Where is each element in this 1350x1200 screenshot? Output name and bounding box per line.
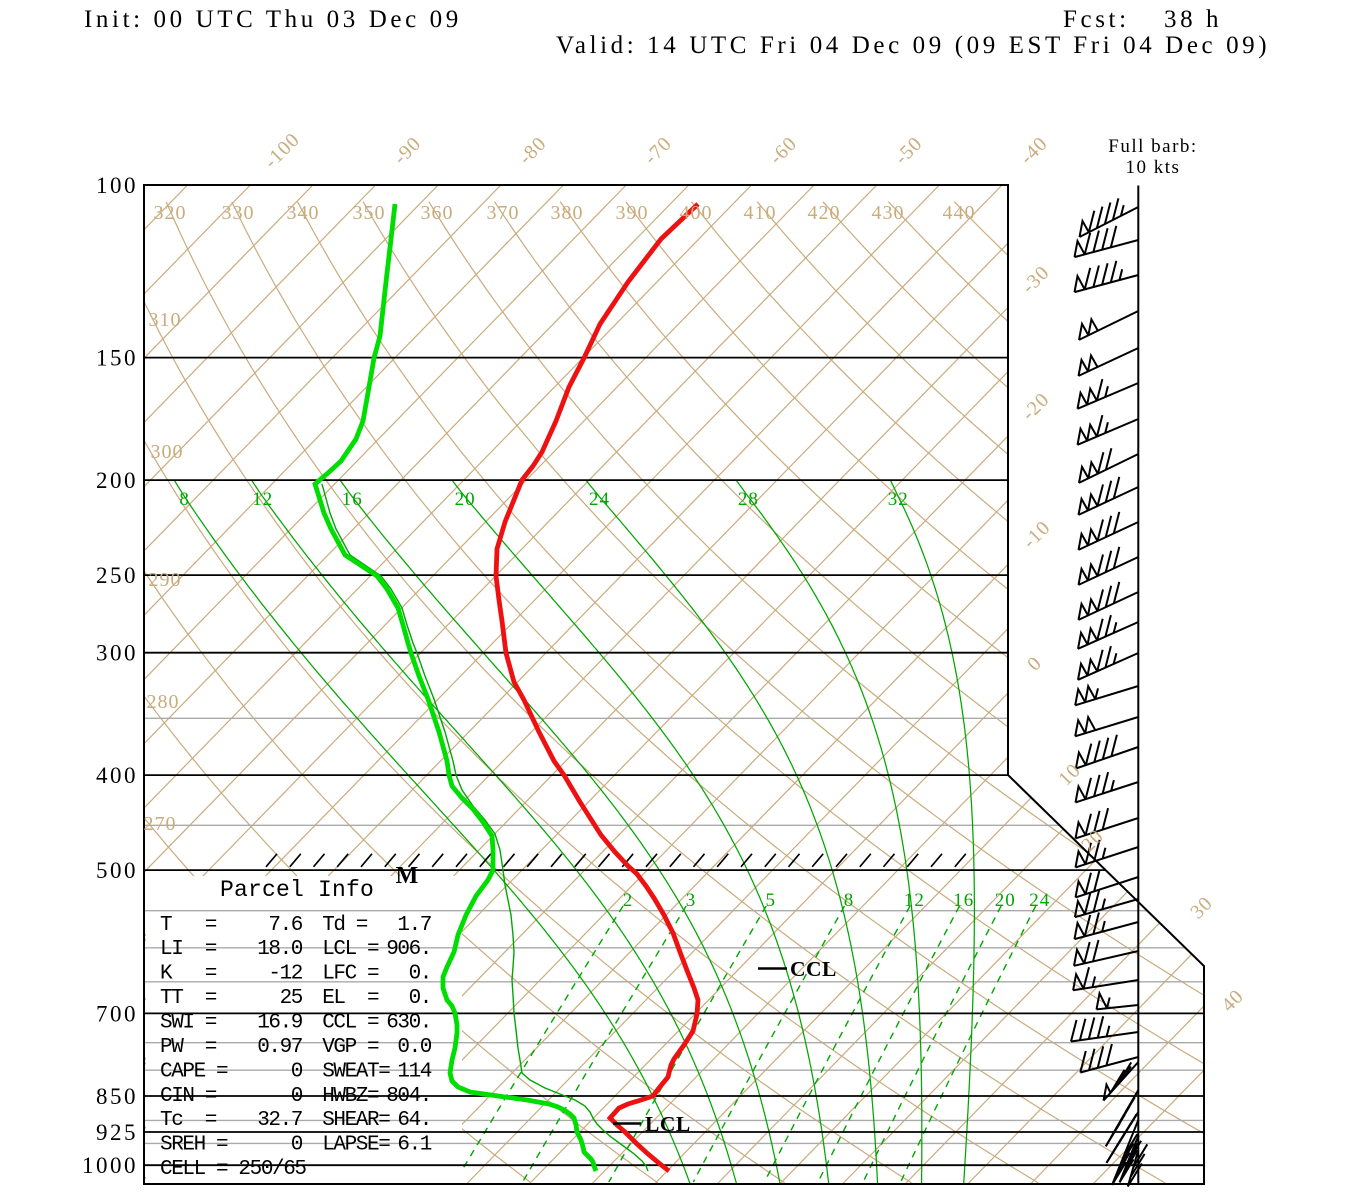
svg-text:PW =: PW =: [160, 1036, 217, 1059]
svg-text:24: 24: [589, 489, 610, 510]
svg-text:300: 300: [151, 441, 184, 463]
svg-text:320: 320: [154, 202, 187, 224]
svg-text:Fcst:: Fcst:: [1063, 6, 1130, 33]
svg-text:12: 12: [904, 890, 925, 911]
svg-text:18.0: 18.0: [257, 938, 303, 961]
svg-text:0: 0: [291, 1134, 303, 1157]
svg-text:16: 16: [342, 489, 363, 510]
svg-text:380: 380: [551, 202, 584, 224]
svg-text:32.7: 32.7: [257, 1109, 302, 1132]
svg-text:12: 12: [252, 489, 273, 510]
svg-text:LCL =: LCL =: [311, 938, 379, 961]
svg-text:925: 925: [96, 1120, 138, 1145]
svg-text:HWBZ=: HWBZ=: [311, 1085, 379, 1108]
svg-text:330: 330: [222, 202, 255, 224]
svg-text:LI =: LI =: [160, 938, 217, 961]
svg-text:CCL =: CCL =: [311, 1012, 379, 1035]
svg-text:500: 500: [96, 858, 138, 883]
svg-text:LCL: LCL: [645, 1112, 691, 1136]
svg-text:Parcel Info: Parcel Info: [220, 877, 374, 903]
svg-text:290: 290: [149, 569, 182, 591]
svg-text:SWEAT=: SWEAT=: [311, 1060, 390, 1083]
svg-text:200: 200: [96, 468, 138, 493]
svg-text:EL =: EL =: [311, 987, 379, 1010]
svg-text:310: 310: [149, 309, 182, 331]
svg-text:CCL: CCL: [790, 957, 837, 981]
svg-text:28: 28: [738, 489, 759, 510]
svg-text:804.: 804.: [386, 1085, 431, 1108]
svg-text:0.: 0.: [409, 963, 431, 986]
svg-text:24: 24: [1029, 890, 1050, 911]
svg-text:Valid: 14 UTC Fri 04 Dec 09 (0: Valid: 14 UTC Fri 04 Dec 09 (09 EST Fri …: [556, 32, 1270, 59]
svg-text:0.97: 0.97: [257, 1036, 302, 1059]
svg-text:150: 150: [96, 346, 138, 371]
svg-text:7.6: 7.6: [268, 914, 302, 937]
svg-text:20: 20: [995, 890, 1016, 911]
svg-text:270: 270: [144, 813, 177, 835]
svg-text:5: 5: [766, 890, 777, 911]
svg-text:M: M: [396, 863, 419, 889]
svg-text:Td =: Td =: [311, 914, 368, 937]
svg-text:Init: 00 UTC Thu 03 Dec 09: Init: 00 UTC Thu 03 Dec 09: [84, 6, 462, 33]
svg-text:906.: 906.: [386, 938, 431, 961]
svg-text:LFC =: LFC =: [311, 963, 379, 986]
svg-text:CELL = 250/65: CELL = 250/65: [160, 1158, 306, 1181]
svg-text:8: 8: [179, 489, 190, 510]
svg-text:630.: 630.: [386, 1012, 431, 1035]
svg-text:3: 3: [686, 890, 697, 911]
svg-text:Full barb:: Full barb:: [1108, 136, 1197, 157]
svg-text:16.9: 16.9: [257, 1012, 303, 1035]
svg-text:0.: 0.: [409, 987, 431, 1010]
svg-text:T =: T =: [160, 914, 217, 937]
svg-text:440: 440: [943, 202, 976, 224]
svg-text:700: 700: [96, 1001, 138, 1026]
svg-text:64.: 64.: [397, 1109, 431, 1132]
svg-text:340: 340: [287, 202, 320, 224]
svg-text:VGP =: VGP =: [311, 1036, 379, 1059]
svg-text:10 kts: 10 kts: [1126, 157, 1181, 178]
svg-text:8: 8: [844, 890, 855, 911]
svg-text:32: 32: [888, 489, 909, 510]
svg-text:0: 0: [291, 1060, 303, 1083]
svg-text:360: 360: [421, 202, 454, 224]
svg-text:SHEAR=: SHEAR=: [311, 1109, 390, 1132]
svg-text:370: 370: [487, 202, 520, 224]
svg-text:1000: 1000: [82, 1153, 138, 1178]
svg-text:100: 100: [96, 173, 138, 198]
svg-text:430: 430: [872, 202, 905, 224]
svg-text:350: 350: [353, 202, 386, 224]
svg-text:390: 390: [616, 202, 649, 224]
svg-text:6.1: 6.1: [397, 1134, 431, 1157]
svg-text:400: 400: [96, 763, 138, 788]
svg-text:SWI =: SWI =: [160, 1012, 217, 1035]
svg-text:SREH =: SREH =: [160, 1134, 228, 1157]
svg-text:38 h: 38 h: [1164, 6, 1222, 33]
svg-text:TT =: TT =: [160, 987, 217, 1010]
svg-text:400: 400: [680, 202, 713, 224]
svg-text:250: 250: [96, 563, 138, 588]
svg-text:850: 850: [96, 1084, 138, 1109]
svg-text:300: 300: [96, 641, 138, 666]
svg-text:Tc =: Tc =: [160, 1109, 217, 1132]
svg-text:410: 410: [744, 202, 777, 224]
svg-text:20: 20: [455, 489, 476, 510]
svg-text:280: 280: [147, 691, 180, 713]
svg-text:CAPE =: CAPE =: [160, 1060, 228, 1083]
svg-text:114: 114: [397, 1060, 431, 1083]
svg-text:1.7: 1.7: [397, 914, 431, 937]
svg-text:25: 25: [280, 987, 303, 1010]
svg-text:16: 16: [953, 890, 974, 911]
svg-text:420: 420: [808, 202, 841, 224]
svg-text:-12: -12: [268, 963, 302, 986]
svg-text:0.0: 0.0: [397, 1036, 431, 1059]
svg-text:0: 0: [291, 1085, 303, 1108]
svg-text:CIN =: CIN =: [160, 1085, 217, 1108]
svg-text:LAPSE=: LAPSE=: [311, 1134, 390, 1157]
svg-text:K =: K =: [160, 963, 217, 986]
svg-text:2: 2: [623, 890, 634, 911]
